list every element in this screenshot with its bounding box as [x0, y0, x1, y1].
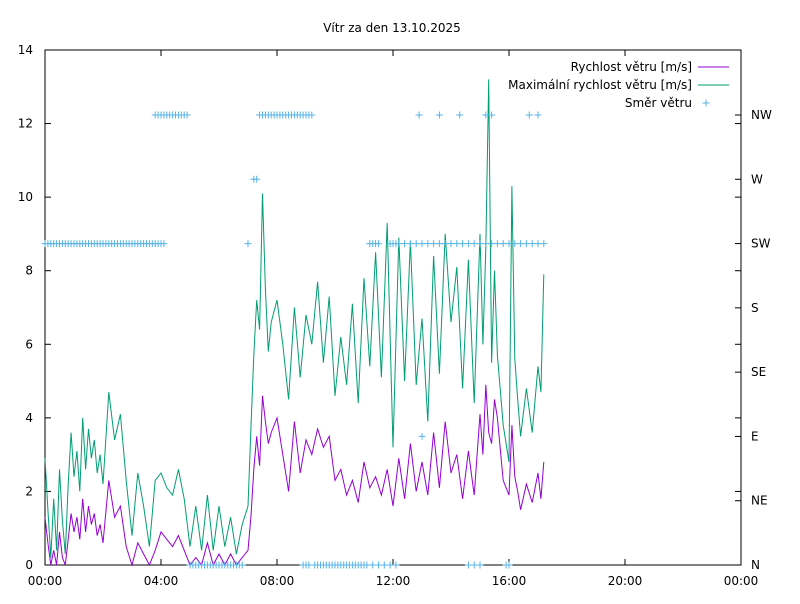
y-tick-label: 8 — [25, 264, 33, 278]
x-tick-label: 12:00 — [376, 574, 411, 588]
direction-marker — [415, 111, 423, 119]
x-tick-label: 20:00 — [608, 574, 643, 588]
y-tick-label: 0 — [25, 558, 33, 572]
y-tick-label: 4 — [25, 411, 33, 425]
direction-marker — [418, 432, 426, 440]
y-tick-label: 14 — [18, 43, 33, 57]
direction-marker — [392, 561, 400, 569]
y2-tick-label: SW — [751, 237, 771, 251]
direction-marker — [253, 175, 261, 183]
direction-marker — [244, 240, 252, 248]
ticks-layer: 0 2 4 6 8 10 12 14 N NE E SE S SW W NW 00:00 04:00 08:00 12… — [18, 43, 772, 588]
direction-marker — [183, 111, 191, 119]
y2-tick-label: SE — [751, 365, 766, 379]
legend-label: Rychlost větru [m/s] — [571, 60, 692, 74]
x-tick-label: 00:00 — [28, 574, 63, 588]
x-tick-label: 00:00 — [724, 574, 759, 588]
direction-marker — [375, 240, 382, 248]
y2-tick-label: NE — [751, 494, 768, 508]
direction-marker — [476, 561, 484, 569]
direction-marker — [435, 111, 443, 119]
direction-marker — [238, 561, 246, 569]
plot-border — [44, 49, 742, 566]
y2-tick-label: E — [751, 429, 759, 443]
y2-tick-label: S — [751, 301, 759, 315]
series-line-wind-speed — [44, 384, 545, 567]
direction-marker — [488, 111, 496, 119]
y-tick-label: 6 — [25, 337, 33, 351]
x-tick-label: 08:00 — [260, 574, 295, 588]
series-layer — [41, 79, 548, 569]
legend: Rychlost větru [m/s] Maximální rychlost v… — [508, 60, 729, 110]
legend-label: Maximální rychlost větru [m/s] — [508, 78, 692, 92]
chart-title: Vítr za den 13.10.2025 — [323, 21, 461, 35]
direction-marker — [540, 240, 548, 248]
y-tick-label: 12 — [18, 117, 33, 131]
y2-tick-label: W — [751, 172, 763, 186]
x-tick-label: 04:00 — [144, 574, 179, 588]
direction-marker — [308, 111, 316, 119]
legend-label: Směr větru — [625, 96, 692, 110]
y-tick-label: 2 — [25, 484, 33, 498]
direction-marker — [456, 111, 464, 119]
direction-marker — [534, 111, 542, 119]
y-tick-label: 10 — [18, 190, 33, 204]
y2-tick-label: N — [751, 558, 760, 572]
direction-marker — [525, 111, 533, 119]
x-tick-label: 16:00 — [492, 574, 527, 588]
direction-marker — [160, 240, 168, 248]
legend-swatch — [702, 99, 710, 107]
direction-marker — [505, 561, 513, 569]
series-line-max-wind-speed — [44, 79, 545, 558]
y2-tick-label: NW — [751, 108, 772, 122]
